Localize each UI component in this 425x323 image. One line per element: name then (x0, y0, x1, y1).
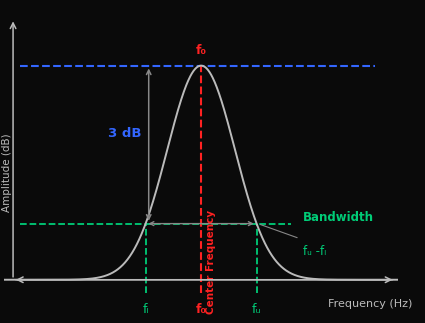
Text: f₀: f₀ (196, 303, 207, 316)
Text: Center Frequency: Center Frequency (206, 210, 216, 314)
Text: f₀: f₀ (196, 44, 207, 57)
Text: fₗ: fₗ (142, 303, 149, 316)
Text: Amplitude (dB): Amplitude (dB) (2, 133, 12, 212)
Text: 3 dB: 3 dB (108, 127, 141, 141)
Text: Bandwidth: Bandwidth (303, 211, 374, 224)
Text: Frequency (Hz): Frequency (Hz) (328, 299, 412, 309)
Text: fᵤ -fₗ: fᵤ -fₗ (303, 245, 326, 258)
Text: fᵤ: fᵤ (252, 303, 261, 316)
